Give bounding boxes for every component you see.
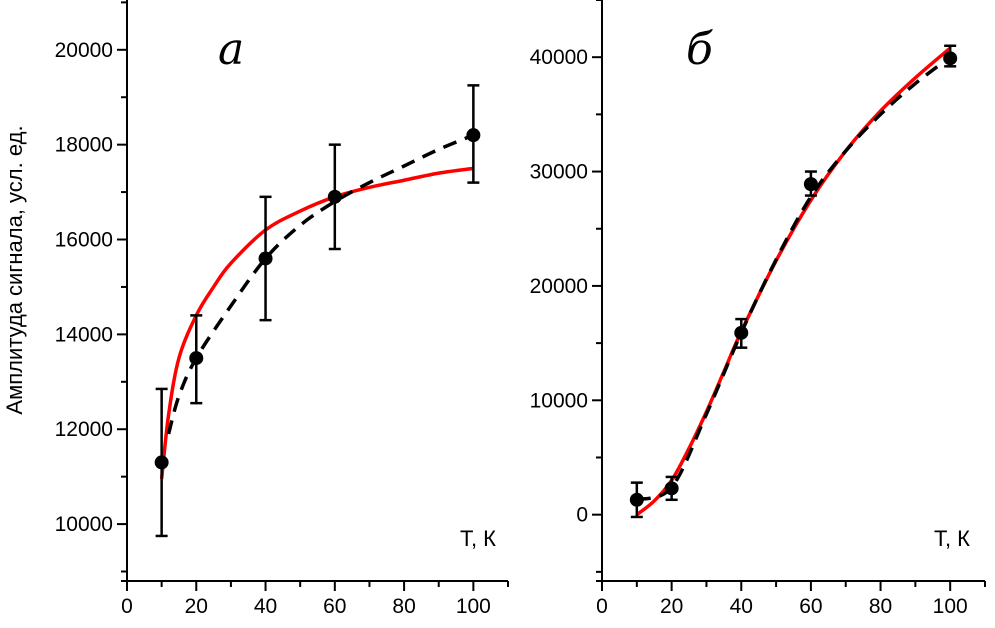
panel-a-x-tick-label: 60 (323, 595, 346, 618)
panel-a-dashed-curve (166, 133, 475, 435)
x-axis-label-b: Т, К (934, 526, 970, 551)
panel-b-data-point (664, 481, 679, 496)
panel-a-x-tick-label: 0 (121, 595, 133, 618)
panel-b-x-tick-label: 40 (730, 595, 753, 618)
panel-b-x-tick-label: 0 (596, 595, 608, 618)
panel-b-data-point (629, 492, 644, 507)
panel-a-x-tick-label: 100 (456, 595, 491, 618)
panel-a-data-point (154, 455, 169, 470)
panel-a-y-tick-label: 14000 (55, 323, 113, 346)
panel-a-x-tick-label: 20 (185, 595, 208, 618)
x-axis-label-a: Т, К (460, 526, 496, 551)
panel-a-data-point (327, 189, 342, 204)
panel-b-x-tick-label: 100 (933, 595, 968, 618)
panel-a-data-point (189, 351, 204, 366)
panel-a-x-tick-label: 40 (254, 595, 277, 618)
panel-a-x-tick-label: 80 (392, 595, 415, 618)
panel-label-a: а (218, 24, 244, 75)
panel-a-y-tick-label: 10000 (55, 513, 113, 536)
panel-b-data-point (734, 325, 749, 340)
panel-b-data-point (803, 177, 818, 192)
panel-a-y-tick-label: 20000 (55, 39, 113, 62)
panel-label-b: б (686, 24, 713, 75)
panel-a-data-point (466, 128, 481, 143)
panel-b-x-tick-label: 80 (869, 595, 892, 618)
panel-b-y-tick-label: 0 (576, 504, 588, 527)
panel-b-data-point (943, 51, 958, 66)
panel-b-x-tick-label: 20 (660, 595, 683, 618)
panel-a-y-tick-label: 16000 (55, 229, 113, 252)
panel-a-y-tick-label: 12000 (55, 418, 113, 441)
panel-b-y-tick-label: 20000 (530, 275, 588, 298)
panel-b-y-tick-label: 30000 (530, 161, 588, 184)
y-axis-label: Амплитуда сигнала, усл. ед. (2, 125, 27, 414)
panel-a-fit-curve (159, 166, 474, 480)
panel-b-dashed-curve (636, 55, 952, 502)
panel-b-x-tick-label: 60 (799, 595, 822, 618)
panel-b-y-tick-label: 10000 (530, 389, 588, 412)
panel-a-data-point (258, 251, 273, 266)
panel-b-fit-curve (635, 46, 952, 517)
panel-b-y-tick-label: 40000 (530, 46, 588, 69)
panel-a-y-tick-label: 18000 (55, 134, 113, 157)
